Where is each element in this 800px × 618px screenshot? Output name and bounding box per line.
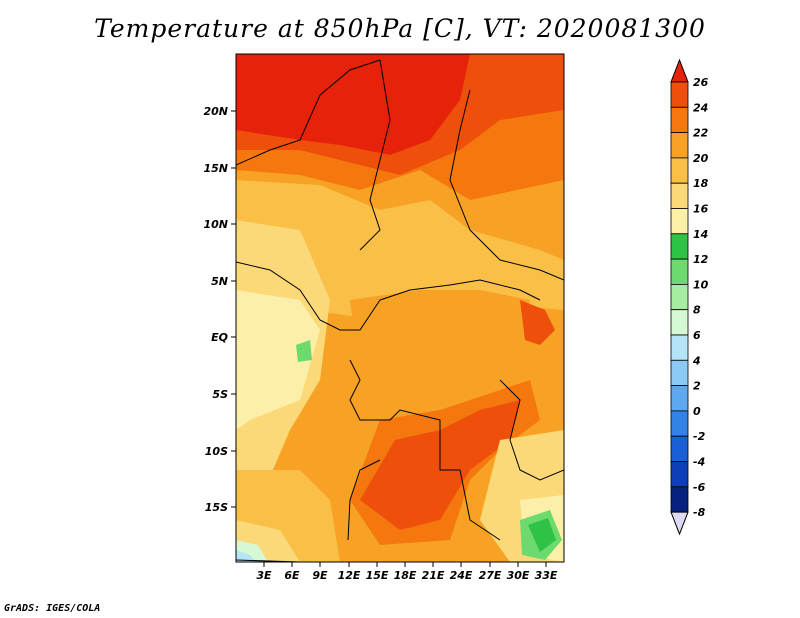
- colorbar-label: 10: [693, 278, 709, 291]
- lat-label: 20N: [203, 105, 228, 118]
- lat-label: 15S: [205, 501, 228, 514]
- temperature-field: [236, 54, 564, 562]
- lat-label: 5S: [212, 388, 228, 401]
- lon-label: 27E: [479, 569, 502, 582]
- credit-label: GrADS: IGES/COLA: [4, 603, 101, 614]
- colorbar-segment: [670, 309, 689, 336]
- lat-label: 10S: [205, 445, 228, 458]
- colorbar-label: -6: [693, 481, 706, 494]
- colorbar-label: 16: [693, 203, 709, 216]
- colorbar-segment: [670, 486, 689, 513]
- colorbar-segment: [670, 106, 689, 134]
- map-frame: [235, 53, 565, 563]
- colorbar-segment: [670, 258, 689, 285]
- colorbar-segment: [670, 461, 689, 488]
- colorbar-label: 22: [693, 127, 709, 140]
- colorbar-segment: [670, 182, 689, 209]
- lon-label: 6E: [284, 569, 300, 582]
- colorbar-label: 12: [693, 253, 709, 266]
- colorbar-label: 20: [693, 152, 709, 165]
- colorbar-segment: [670, 410, 689, 437]
- colorbar-segment: [670, 359, 689, 386]
- colorbar-label: 14: [693, 228, 708, 241]
- colorbar-segment: [670, 132, 689, 159]
- longitude-axis: 3E 6E 9E 12E 15E 18E 21E 24E 27E 30E 33E: [256, 562, 558, 582]
- colorbar-segment: [670, 157, 689, 184]
- colorbar-label: 24: [693, 101, 708, 114]
- colorbar-label: 6: [693, 329, 701, 342]
- colorbar-label: 4: [692, 354, 701, 367]
- colorbar-segment: [670, 283, 689, 311]
- colorbar-label: 2: [693, 380, 701, 393]
- lat-label: EQ: [211, 331, 228, 344]
- colorbar-segment: [670, 435, 689, 462]
- lon-label: 30E: [507, 569, 530, 582]
- colorbar-segment: [670, 208, 689, 235]
- lon-label: 21E: [422, 569, 445, 582]
- colorbar-segment: [670, 385, 689, 412]
- lon-label: 12E: [338, 569, 361, 582]
- lat-label: 5N: [211, 275, 228, 288]
- colorbar-segment: [670, 334, 689, 361]
- colorbar-label: -2: [693, 430, 706, 443]
- lon-label: 3E: [256, 569, 272, 582]
- lon-label: 24E: [450, 569, 473, 582]
- lon-label: 18E: [394, 569, 417, 582]
- lon-label: 33E: [535, 569, 558, 582]
- colorbar-label: -4: [693, 456, 705, 469]
- colorbar-segment: [670, 233, 689, 260]
- latitude-axis: 20N 15N 10N 5N EQ 5S 10S 15S: [203, 105, 236, 514]
- colorbar-label: 18: [693, 177, 709, 190]
- colorbar-segment: [670, 81, 689, 108]
- colorbar-top-arrow: [670, 58, 689, 83]
- country-borders: [236, 59, 564, 562]
- colorbar-label: -8: [693, 506, 706, 519]
- colorbar-bottom-arrow: [670, 511, 689, 536]
- colorbar-label: 0: [693, 405, 701, 418]
- lat-label: 15N: [203, 162, 228, 175]
- lon-label: 9E: [312, 569, 328, 582]
- colorbar-label: 8: [693, 304, 701, 317]
- lat-label: 10N: [203, 218, 228, 231]
- lon-label: 15E: [366, 569, 389, 582]
- colorbar-label: 26: [693, 76, 709, 89]
- map-title: Temperature at 850hPa [C], VT: 202008130…: [94, 14, 706, 43]
